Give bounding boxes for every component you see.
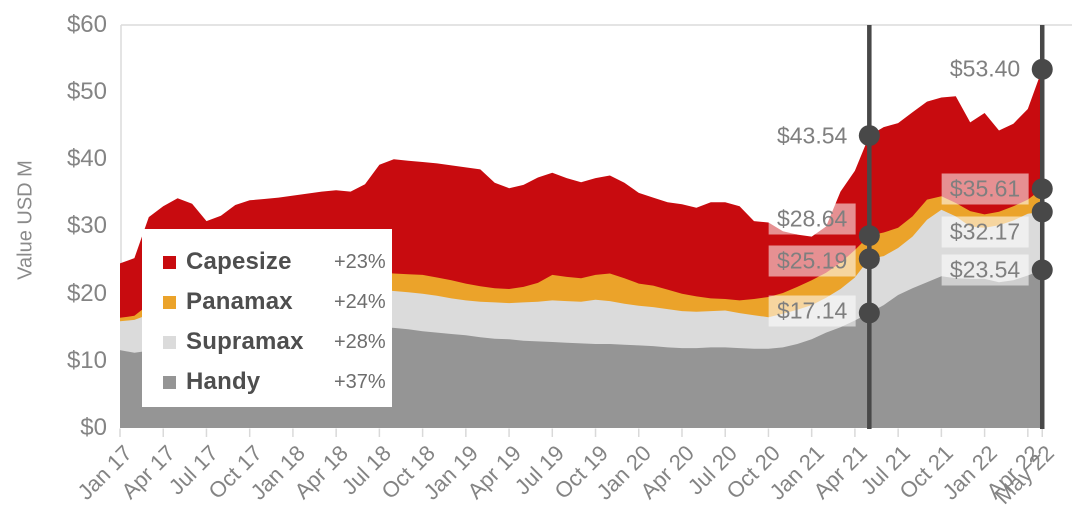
legend-swatch-handy [163,375,176,389]
legend-item-supramax: Supramax +28% [142,322,392,362]
y-tick-label: $20 [66,279,107,307]
annotation-marker-capesize [858,125,880,147]
legend-change-pct: +24% [334,290,386,313]
annotation-marker-supramax [1031,201,1053,223]
annotation-marker-handy [858,302,880,324]
legend-item-panamax: Panamax +24% [142,282,392,322]
annotation-marker-supramax [858,248,880,270]
legend-label: Capesize [186,248,292,275]
annotation-label-panamax: $28.64 [768,203,856,235]
legend-item-capesize: Capesize +23% [142,242,392,282]
y-tick-label: $40 [66,145,107,173]
annotation-marker-handy [1031,259,1053,281]
legend-item-handy: Handy +37% [142,362,392,402]
legend-swatch-supramax [163,335,176,349]
annotation-label-capesize: $43.54 [768,120,856,152]
y-tick-label: $60 [66,10,107,38]
y-axis-title: Value USD M [14,160,37,280]
legend-label: Handy [186,368,261,395]
annotation-label-supramax: $32.17 [941,216,1029,248]
legend-label: Supramax [186,328,304,355]
annotation-label-handy: $17.14 [768,295,856,327]
annotation-marker-panamax [1031,178,1053,200]
annotation-label-supramax: $25.19 [768,245,856,277]
annotation-marker-capesize [1031,58,1053,80]
y-tick-label: $0 [80,414,107,441]
y-tick-label: $10 [66,346,107,374]
annotation-label-handy: $23.54 [941,254,1029,286]
legend-change-pct: +23% [334,250,386,273]
annotation-label-panamax: $35.61 [941,173,1029,205]
legend: Capesize +23% Panamax +24% Supramax +28% Handy… [142,229,392,407]
annotation-label-capesize: $53.40 [941,53,1029,85]
legend-swatch-panamax [163,295,176,309]
legend-label: Panamax [186,288,293,315]
legend-change-pct: +28% [334,330,386,353]
y-tick-label: $30 [66,212,107,240]
legend-swatch-capesize [163,255,176,269]
y-tick-label: $50 [66,78,107,106]
annotation-marker-panamax [858,225,880,247]
legend-change-pct: +37% [334,370,386,393]
